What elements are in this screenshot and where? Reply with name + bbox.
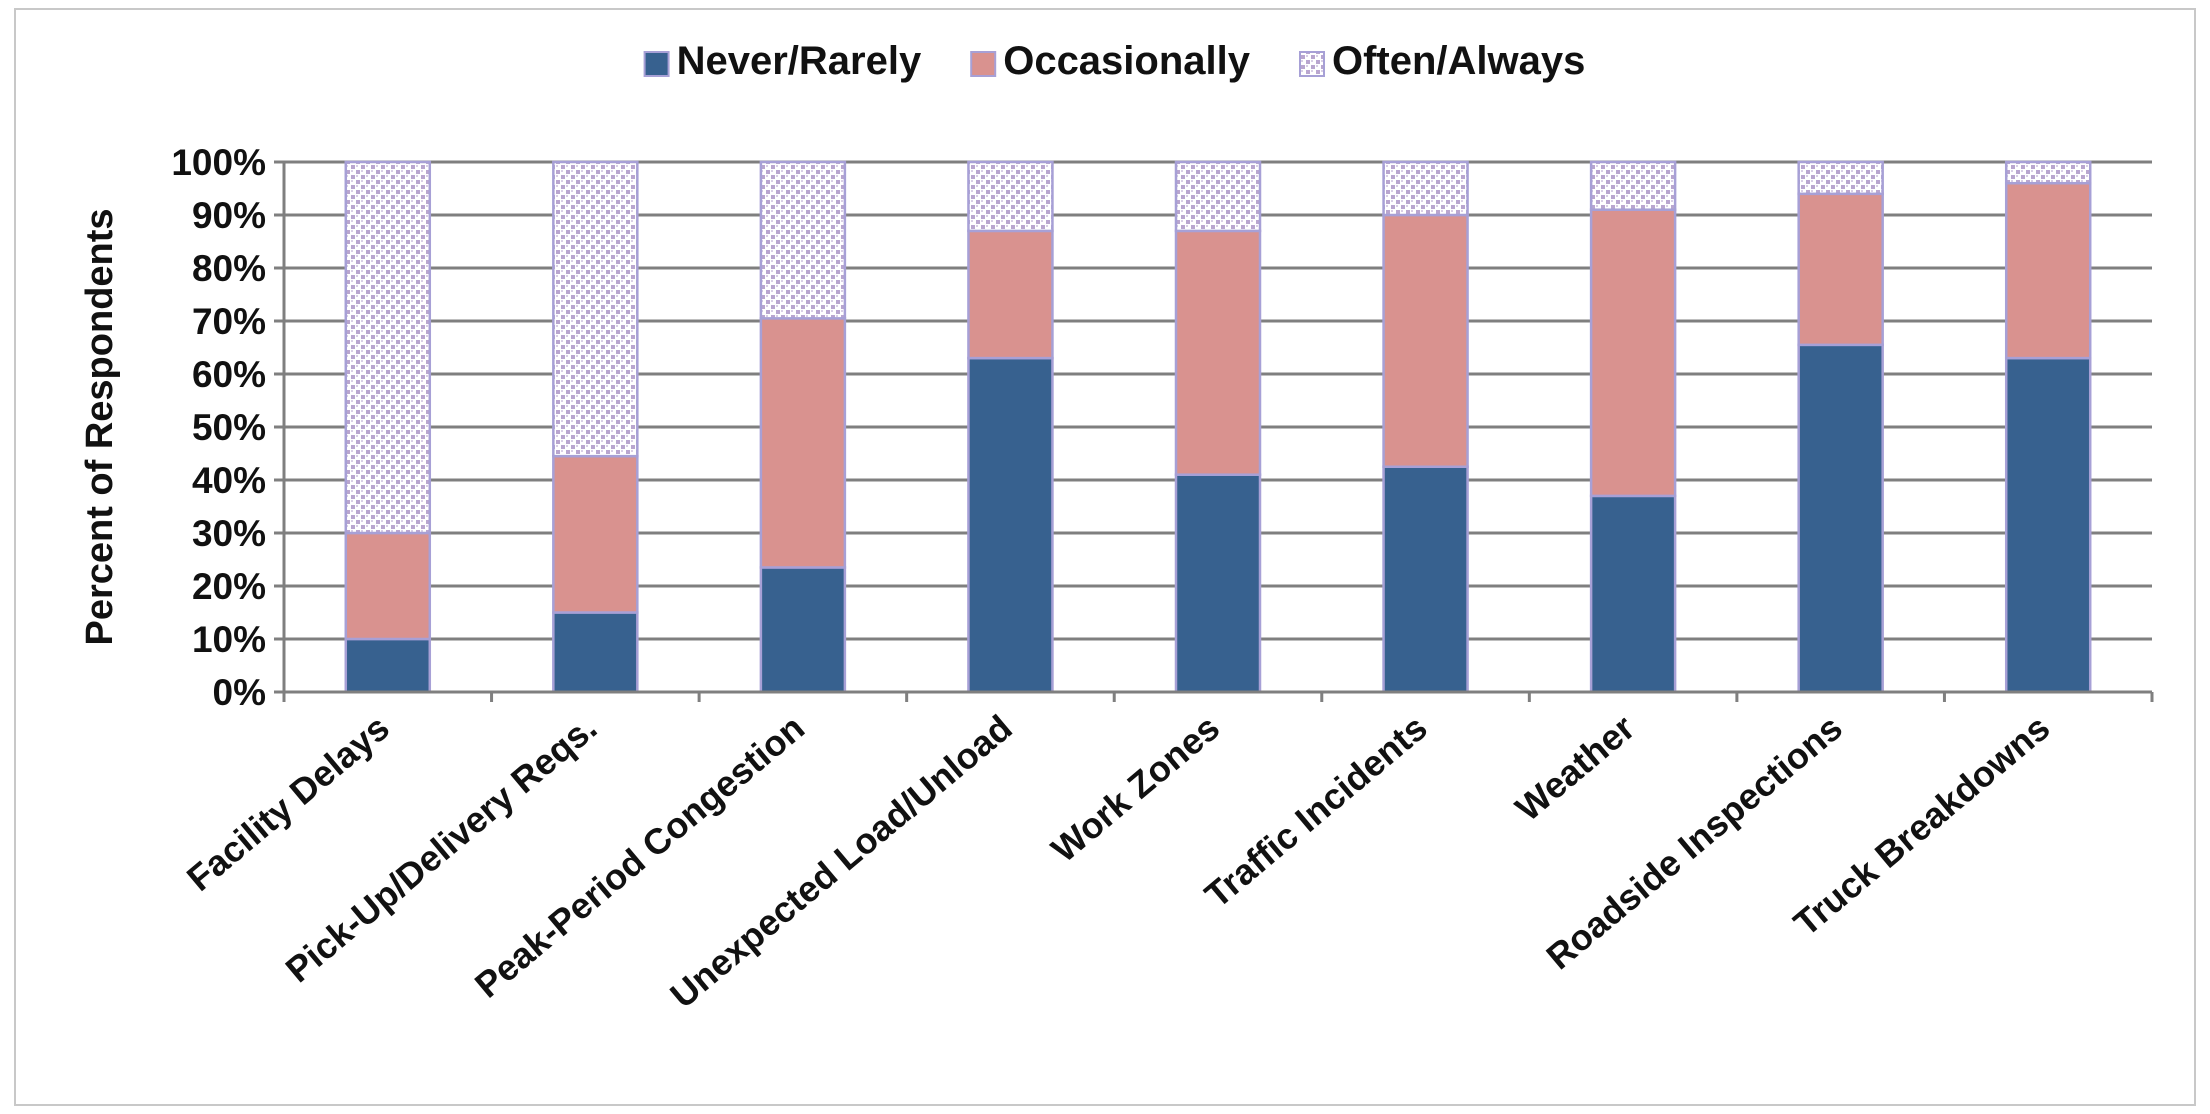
x-category-label: Peak-Period Congestion [467,707,812,1006]
stacked-bar-chart: 0% 10% 20% 30% 40% 50% 60% 70% 80% 90% 100% Percent… [79,39,2154,1016]
bar-segment-often-always [1174,160,1262,233]
y-tick-label: 70% [192,301,266,342]
legend-swatch [1299,51,1325,77]
bar-segment-never-rarely [967,356,1054,694]
bar-segment-occasionally [1589,208,1677,498]
chart-frame: 0% 10% 20% 30% 40% 50% 60% 70% 80% 90% 100% Percent… [14,8,2196,1106]
x-category-label: Weather [1508,707,1643,829]
axes [274,160,2154,702]
x-category-label: Traffic Incidents [1197,707,1435,916]
y-tick-label: 80% [192,248,266,289]
y-tick-label: 30% [192,513,266,554]
bar-segment-occasionally [1382,213,1469,468]
legend-swatch [643,51,670,77]
y-tick-label: 100% [171,142,266,183]
x-category-label: Facility Delays [179,707,397,899]
x-category-label: Work Zones [1043,707,1227,870]
y-tick-label: 10% [192,619,266,660]
bar-segment-never-rarely [1797,343,1884,694]
bar-segment-never-rarely [1589,494,1677,694]
y-tick-label: 60% [192,354,266,395]
bar-segment-never-rarely [1174,473,1262,694]
bar-segment-often-always [967,160,1054,233]
bar-segment-occasionally [2004,181,2092,360]
bars [344,160,2092,694]
bar-segment-often-always [344,160,432,535]
legend-label: Occasionally [1003,39,1251,83]
y-tick-label: 0% [213,672,266,713]
bar-segment-occasionally [552,454,639,614]
bar-segment-occasionally [967,229,1054,360]
bar-segment-occasionally [1797,192,1884,347]
bar-segment-never-rarely [344,637,432,694]
bar-segment-never-rarely [1382,465,1469,694]
y-tick-label: 20% [192,566,266,607]
bar-segment-often-always [759,160,847,320]
y-tick-label: 50% [192,407,266,448]
bar-segment-occasionally [344,531,432,641]
legend-swatch [970,51,997,77]
y-tick-label: 90% [192,195,266,236]
bar-segment-occasionally [759,317,847,569]
bar-segment-often-always [1382,160,1469,217]
bar-segment-often-always [1589,160,1677,211]
bar-segment-occasionally [1174,229,1262,476]
bar-segment-never-rarely [552,611,639,694]
bar-segment-often-always [552,160,639,458]
legend: Never/Rarely Occasionally Often/Always [643,39,1585,83]
bar-segment-often-always [2004,160,2092,185]
legend-label: Often/Always [1332,39,1585,83]
x-category-label: Unexpected Load/Unload [662,707,1019,1016]
y-axis-title: Percent of Respondents [79,208,121,645]
bar-segment-often-always [1797,160,1884,196]
bar-segment-never-rarely [759,566,847,694]
legend-label: Never/Rarely [677,39,922,83]
bar-segment-never-rarely [2004,356,2092,694]
y-tick-label: 40% [192,460,266,501]
